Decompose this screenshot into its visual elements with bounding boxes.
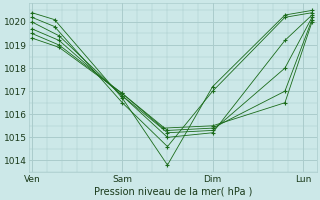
X-axis label: Pression niveau de la mer( hPa ): Pression niveau de la mer( hPa )	[94, 187, 252, 197]
